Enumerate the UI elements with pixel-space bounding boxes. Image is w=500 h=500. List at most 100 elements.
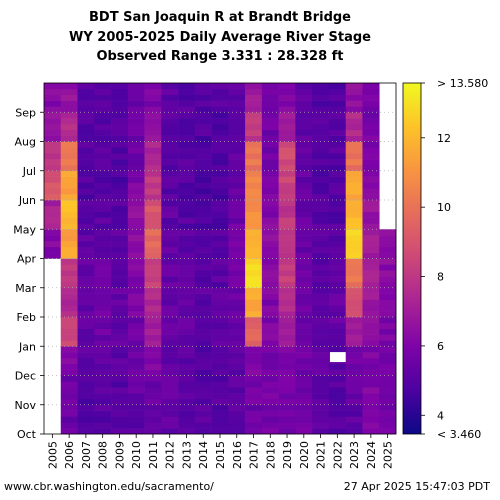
heatmap-cell: [77, 322, 95, 329]
heatmap-cell: [44, 83, 62, 90]
heatmap-cell: [178, 410, 196, 417]
heatmap-cell: [295, 346, 313, 353]
heatmap-cell: [127, 246, 145, 253]
heatmap-cell: [228, 194, 246, 201]
heatmap-cell: [44, 176, 62, 183]
heatmap-cell: [245, 94, 263, 101]
heatmap-cell: [211, 276, 229, 283]
heatmap-cell: [295, 205, 313, 212]
heatmap-cell: [144, 363, 162, 370]
heatmap-cell: [345, 363, 363, 370]
heatmap-cell: [345, 322, 363, 329]
heatmap-cell: [295, 357, 313, 365]
heatmap-cell: [94, 147, 112, 154]
heatmap-cell: [362, 141, 380, 148]
heatmap-cell: [228, 240, 246, 248]
heatmap-cell: [345, 416, 363, 423]
heatmap-cell: [194, 129, 212, 136]
heatmap-cell: [328, 270, 347, 277]
heatmap-cell: [211, 83, 229, 90]
y-tick-label: Apr: [17, 253, 37, 266]
heatmap-cell: [345, 375, 363, 382]
heatmap-cell: [178, 398, 196, 406]
heatmap-cell: [228, 369, 246, 376]
heatmap-cell: [77, 270, 95, 277]
heatmap-cell: [127, 352, 145, 359]
heatmap-cell: [261, 416, 279, 423]
heatmap-cell: [312, 381, 330, 388]
heatmap-cell: [379, 311, 397, 318]
heatmap-cell: [194, 83, 212, 90]
heatmap-cell: [295, 375, 313, 382]
heatmap-cell: [261, 112, 279, 119]
missing-data-cell: [329, 352, 346, 363]
heatmap-cell: [60, 170, 78, 177]
heatmap-cell: [127, 217, 145, 224]
heatmap-cell: [228, 375, 246, 382]
heatmap-cell: [261, 422, 279, 429]
heatmap-cell: [295, 176, 313, 183]
heatmap-cell: [194, 334, 212, 341]
y-tick-label: Oct: [17, 428, 37, 441]
heatmap-cell: [328, 205, 347, 212]
heatmap-cell: [228, 100, 246, 107]
heatmap-cell: [362, 264, 380, 271]
colorbar-tick-label: 8: [437, 271, 444, 284]
heatmap-cell: [194, 252, 212, 259]
heatmap-cell: [161, 281, 179, 289]
heatmap-cell: [295, 159, 313, 166]
heatmap-cell: [194, 258, 212, 265]
heatmap-cell: [194, 164, 212, 172]
heatmap-cell: [144, 141, 162, 148]
heatmap-cell: [278, 398, 296, 406]
heatmap-cell: [161, 387, 179, 394]
heatmap-cell: [362, 299, 380, 306]
heatmap-cell: [245, 240, 263, 248]
heatmap-cell: [194, 153, 212, 160]
heatmap-cell: [111, 293, 129, 300]
heatmap-cell: [328, 118, 347, 125]
heatmap-cell: [278, 270, 296, 277]
heatmap-cell: [362, 235, 380, 242]
heatmap-cell: [60, 153, 78, 160]
y-tick-label: Mar: [15, 282, 36, 295]
heatmap-cell: [44, 118, 62, 125]
heatmap-cell: [77, 135, 95, 142]
heatmap-cell: [362, 369, 380, 376]
heatmap-cell: [178, 164, 196, 172]
heatmap-cell: [127, 340, 145, 347]
heatmap-cell: [261, 129, 279, 136]
heatmap-cell: [328, 235, 347, 242]
heatmap-cell: [111, 270, 129, 277]
heatmap-cell: [261, 340, 279, 347]
heatmap-cell: [211, 246, 229, 253]
heatmap-cell: [295, 217, 313, 224]
x-tick-label: 2018: [264, 441, 277, 469]
heatmap-cell: [178, 357, 196, 365]
heatmap-cell: [144, 293, 162, 300]
heatmap-cell: [161, 135, 179, 142]
heatmap-cell: [228, 83, 246, 90]
heatmap-cell: [77, 293, 95, 300]
heatmap-cell: [312, 211, 330, 218]
heatmap-cell: [127, 141, 145, 148]
y-tick-label: Aug: [15, 136, 36, 149]
heatmap-cell: [94, 393, 112, 400]
heatmap-cell: [245, 416, 263, 423]
heatmap-cell: [328, 112, 347, 119]
heatmap-cell: [211, 129, 229, 136]
heatmap-cell: [295, 112, 313, 119]
heatmap-cell: [245, 357, 263, 365]
heatmap-cell: [245, 229, 263, 236]
heatmap-cell: [362, 311, 380, 318]
heatmap-cell: [362, 287, 380, 294]
heatmap-cell: [60, 235, 78, 242]
heatmap-cell: [178, 159, 196, 166]
heatmap-cell: [312, 217, 330, 224]
heatmap-cell: [111, 176, 129, 183]
heatmap-cell: [295, 223, 313, 230]
heatmap-cell: [178, 100, 196, 107]
heatmap-cell: [345, 293, 363, 300]
heatmap-cell: [111, 123, 129, 131]
heatmap-cell: [228, 211, 246, 218]
